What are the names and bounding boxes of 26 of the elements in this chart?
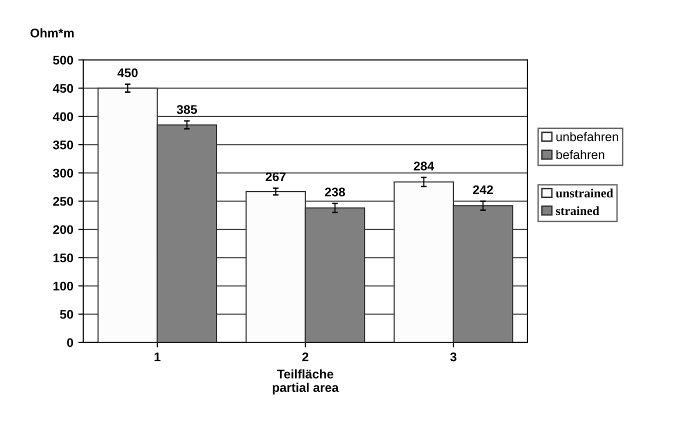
data-label: 267 [266,172,286,182]
text: strained [556,206,600,216]
y-tick-label: 150 [53,253,74,262]
data-label: 284 [414,162,434,170]
y-tick-label: 450 [52,84,74,93]
data-label: 238 [324,188,346,196]
y-tick-label: 300 [52,168,74,178]
data-label: 385 [176,105,197,114]
data-label: 450 [117,68,138,78]
y-tick-label: 350 [52,140,74,150]
text: unstrained [556,188,614,198]
x-tick-label: 2 [302,352,308,362]
y-tick-label: 250 [53,196,74,206]
y-tick-label: 200 [53,225,74,234]
y-tick-label: 100 [53,282,74,291]
data-label: 242 [473,185,493,194]
y-tick-label: 500 [53,56,74,65]
y-axis-title: Ohm*m [30,28,74,38]
x-tick-label: 3 [450,352,456,362]
x-axis-title: Teilfläche partial area [272,369,339,394]
legend-label: befahren [556,150,604,160]
y-tick-label: 400 [52,112,74,122]
legend-label: unbefahren [556,132,618,142]
y-tick-label: 0 [67,338,74,348]
x-tick-label: 1 [154,352,160,362]
y-tick-label: 50 [60,310,74,319]
